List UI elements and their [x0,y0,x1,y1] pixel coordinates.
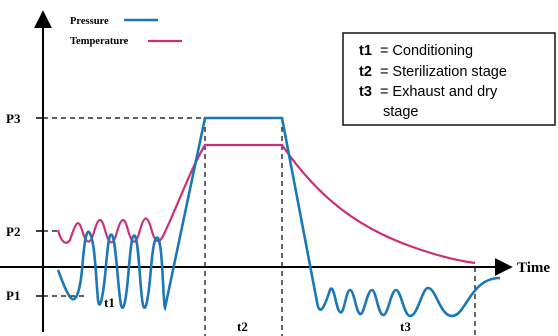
info-line-2-text: = Sterilization stage [380,64,507,80]
info-line-2: t2 = Sterilization stage [359,64,507,80]
info-line-1-key: t1 [359,43,372,59]
stage-info-box [342,32,556,126]
stage-label-t3: t3 [400,319,411,334]
legend-temperature-label: Temperature [70,36,129,47]
y-tick-label-p1: P1 [6,288,20,303]
info-line-1: t1 = Conditioning [359,43,473,59]
legend-pressure-label: Pressure [70,16,109,27]
info-line-2-key: t2 [359,64,372,80]
reference-lines [43,117,476,336]
info-line-3-text: = Exhaust and dry [380,84,498,100]
y-tick-label-p2: P2 [6,224,20,239]
info-line-3: t3 = Exhaust and dry [359,84,498,100]
info-line-1-text: = Conditioning [380,43,473,59]
info-line-4: stage [383,104,418,120]
info-line-3-key: t3 [359,84,372,100]
stage-label-t1: t1 [104,295,115,310]
stage-label-t2: t2 [237,319,248,334]
pressure-curve [56,116,501,318]
x-axis-label: Time [517,260,550,276]
temperature-curve [56,143,476,265]
y-tick-label-p3: P3 [6,111,21,126]
